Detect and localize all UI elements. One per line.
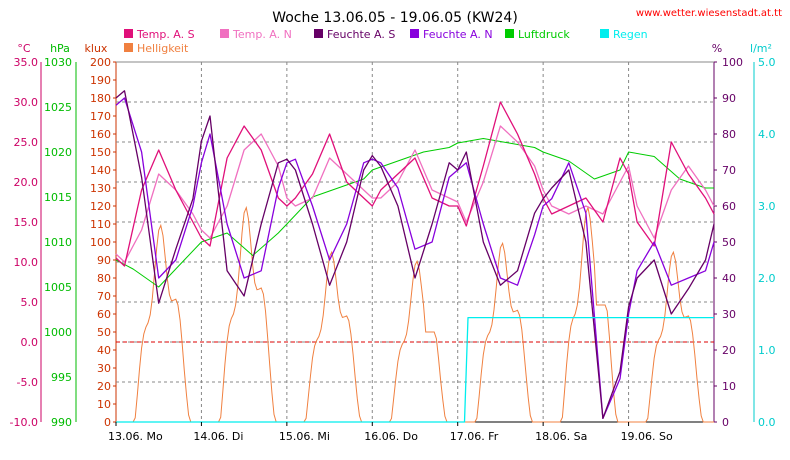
legend-swatch xyxy=(600,29,609,38)
pressure-tick-label: 1010 xyxy=(44,236,72,249)
temp-tick-label: 5.0 xyxy=(21,296,39,309)
legend-swatch xyxy=(410,29,419,38)
lux-tick-label: 170 xyxy=(90,110,111,123)
legend-swatch xyxy=(124,29,133,38)
series-line-brightness xyxy=(116,205,714,423)
humidity-tick-label: 50 xyxy=(722,236,736,249)
legend-label: Luftdruck xyxy=(518,28,570,41)
humidity-tick-label: 80 xyxy=(722,128,736,141)
pressure-tick-label: 1020 xyxy=(44,146,72,159)
lux-tick-label: 130 xyxy=(90,182,111,195)
x-axis-labels: 13.06. Mo 14.06. Di 15.06. Mi 16.06. Do 17.0… xyxy=(108,422,673,443)
legend: Temp. A. S Temp. A. N Feuchte A. S Feuchte … xyxy=(124,28,648,55)
lux-tick-label: 80 xyxy=(97,272,111,285)
legend-label: Temp. A. S xyxy=(136,28,195,41)
lux-tick-label: 100 xyxy=(90,236,111,249)
lux-tick-label: 190 xyxy=(90,74,111,87)
legend-label: Regen xyxy=(613,28,648,41)
lux-tick-label: 120 xyxy=(90,200,111,213)
temp-tick-label: 0.0 xyxy=(21,336,39,349)
legend-swatch xyxy=(505,29,514,38)
humidity-tick-label: 100 xyxy=(722,56,743,69)
x-tick-label: 13.06. Mo xyxy=(108,430,163,443)
lux-tick-label: 70 xyxy=(97,290,111,303)
plot-area xyxy=(115,90,715,423)
legend-label: Feuchte A. N xyxy=(423,28,493,41)
temp-tick-label: 20.0 xyxy=(14,176,39,189)
legend-label: Helligkeit xyxy=(137,42,189,55)
lux-tick-label: 180 xyxy=(90,92,111,105)
pressure-tick-label: 1015 xyxy=(44,191,72,204)
lux-tick-label: 0 xyxy=(104,416,111,429)
unit-rain: l/m² xyxy=(750,42,772,55)
humidity-tick-label: 30 xyxy=(722,308,736,321)
pressure-tick-label: 1030 xyxy=(44,56,72,69)
chart-title: Woche 13.06.05 - 19.06.05 (KW24) xyxy=(272,10,518,26)
series-line-temp-s xyxy=(115,101,715,267)
temp-tick-label: 10.0 xyxy=(14,256,39,269)
legend-label: Temp. A. N xyxy=(232,28,292,41)
x-tick-label: 19.06. So xyxy=(621,430,673,443)
humidity-tick-label: 70 xyxy=(722,164,736,177)
temp-tick-label: 30.0 xyxy=(14,96,39,109)
rain-tick-label: 4.0 xyxy=(758,128,776,141)
pressure-tick-label: 990 xyxy=(51,416,72,429)
lux-tick-label: 200 xyxy=(90,56,111,69)
temp-tick-label: 25.0 xyxy=(14,136,39,149)
series-line-humidity-s xyxy=(115,90,715,420)
lux-tick-label: 50 xyxy=(97,326,111,339)
pressure-tick-label: 995 xyxy=(51,371,72,384)
x-tick-label: 15.06. Mi xyxy=(279,430,330,443)
lux-tick-label: 20 xyxy=(97,380,111,393)
temp-tick-label: -5.0 xyxy=(17,376,38,389)
rain-tick-label: 5.0 xyxy=(758,56,776,69)
pressure-tick-label: 1005 xyxy=(44,281,72,294)
humidity-tick-label: 40 xyxy=(722,272,736,285)
unit-humidity: % xyxy=(712,42,722,55)
rain-tick-label: 0.0 xyxy=(758,416,776,429)
legend-swatch xyxy=(220,29,229,38)
rain-tick-label: 2.0 xyxy=(758,272,776,285)
lux-tick-label: 10 xyxy=(97,398,111,411)
rain-tick-label: 1.0 xyxy=(758,344,776,357)
axes: 35.0 30.0 25.0 20.0 15.0 10.0 5.0 0.0 -5.0 -10.0 1… xyxy=(10,56,776,429)
x-tick-label: 18.06. Sa xyxy=(535,430,587,443)
pressure-tick-label: 1025 xyxy=(44,101,72,114)
grid xyxy=(116,62,714,422)
humidity-tick-label: 90 xyxy=(722,92,736,105)
temp-tick-label: 35.0 xyxy=(14,56,39,69)
legend-swatch xyxy=(124,43,133,52)
humidity-tick-label: 0 xyxy=(722,416,729,429)
legend-swatch xyxy=(314,29,323,38)
source-link[interactable]: www.wetter.wiesenstadt.at.tt xyxy=(636,8,782,19)
axis-unit-labels: °C hPa klux% l/m² xyxy=(17,42,772,55)
temp-tick-label: -10.0 xyxy=(10,416,38,429)
lux-tick-label: 140 xyxy=(90,164,111,177)
series-line-humidity-n xyxy=(115,97,715,420)
rain-tick-label: 3.0 xyxy=(758,200,776,213)
lux-tick-label: 110 xyxy=(90,218,111,231)
x-tick-label: 14.06. Di xyxy=(193,430,243,443)
lux-tick-label: 160 xyxy=(90,128,111,141)
x-tick-label: 16.06. Do xyxy=(364,430,418,443)
lux-tick-label: 30 xyxy=(97,362,111,375)
unit-temp: °C xyxy=(17,42,31,55)
humidity-tick-label: 60 xyxy=(722,200,736,213)
lux-tick-label: 150 xyxy=(90,146,111,159)
humidity-tick-label: 20 xyxy=(722,344,736,357)
series-line-temp-n xyxy=(115,125,715,263)
legend-label: Feuchte A. S xyxy=(327,28,395,41)
lux-tick-label: 90 xyxy=(97,254,111,267)
unit-pressure: hPa xyxy=(50,42,70,55)
series-line-rain xyxy=(116,316,714,423)
pressure-tick-label: 1000 xyxy=(44,326,72,339)
lux-tick-label: 60 xyxy=(97,308,111,321)
x-tick-label: 17.06. Fr xyxy=(450,430,499,443)
lux-tick-label: 40 xyxy=(97,344,111,357)
humidity-tick-label: 10 xyxy=(722,380,736,393)
unit-lux: klux xyxy=(85,42,108,55)
temp-tick-label: 15.0 xyxy=(14,216,39,229)
